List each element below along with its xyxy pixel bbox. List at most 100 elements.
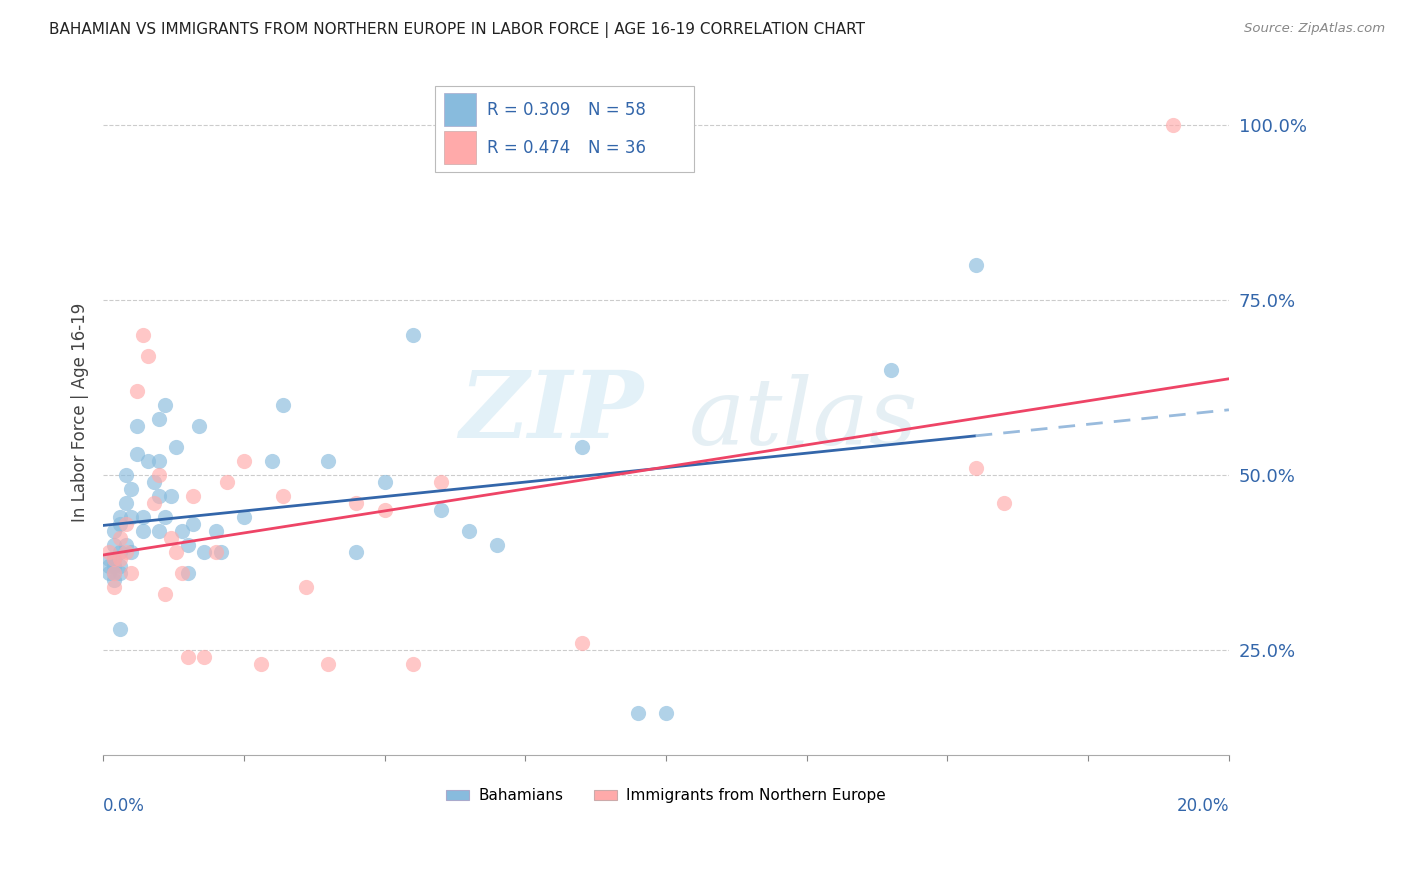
Point xyxy=(176,566,198,581)
Text: N = 36: N = 36 xyxy=(588,138,647,156)
Point xyxy=(316,657,339,672)
Point xyxy=(148,468,170,483)
Point xyxy=(136,454,159,468)
FancyBboxPatch shape xyxy=(436,86,695,171)
Point xyxy=(880,363,903,377)
Point xyxy=(249,657,271,672)
Point xyxy=(159,489,181,503)
Point xyxy=(131,327,153,342)
Point xyxy=(271,489,294,503)
Point xyxy=(402,327,425,342)
Point xyxy=(108,552,131,566)
Point xyxy=(655,706,678,721)
Point xyxy=(402,657,425,672)
Text: R = 0.309: R = 0.309 xyxy=(486,101,571,119)
Point xyxy=(97,552,120,566)
Point xyxy=(142,475,165,489)
Point xyxy=(165,440,187,454)
Point xyxy=(153,510,176,524)
Point xyxy=(120,545,142,559)
Point xyxy=(316,454,339,468)
Text: N = 58: N = 58 xyxy=(588,101,647,119)
Point xyxy=(103,559,125,574)
Text: atlas: atlas xyxy=(689,374,918,464)
Text: BAHAMIAN VS IMMIGRANTS FROM NORTHERN EUROPE IN LABOR FORCE | AGE 16-19 CORRELATI: BAHAMIAN VS IMMIGRANTS FROM NORTHERN EUR… xyxy=(49,22,865,38)
Point xyxy=(97,559,120,574)
Point xyxy=(165,545,187,559)
Point xyxy=(374,503,396,517)
Point xyxy=(114,517,136,532)
Y-axis label: In Labor Force | Age 16-19: In Labor Force | Age 16-19 xyxy=(72,302,89,522)
Point xyxy=(97,566,120,581)
Point xyxy=(120,482,142,496)
Point xyxy=(204,524,226,538)
Point xyxy=(103,524,125,538)
Point xyxy=(176,538,198,552)
Legend: Bahamians, Immigrants from Northern Europe: Bahamians, Immigrants from Northern Euro… xyxy=(440,782,891,810)
Point xyxy=(458,524,481,538)
Text: Source: ZipAtlas.com: Source: ZipAtlas.com xyxy=(1244,22,1385,36)
Point xyxy=(108,566,131,581)
Point xyxy=(114,538,136,552)
Point xyxy=(181,489,204,503)
Point xyxy=(430,503,453,517)
Point xyxy=(232,454,254,468)
Text: ZIP: ZIP xyxy=(460,367,644,457)
Point xyxy=(108,510,131,524)
Point xyxy=(993,496,1015,510)
Point xyxy=(294,580,316,594)
Point xyxy=(627,706,650,721)
Point xyxy=(209,545,232,559)
Point xyxy=(125,384,148,398)
Point xyxy=(486,538,509,552)
Point xyxy=(430,475,453,489)
Point xyxy=(108,545,131,559)
Point xyxy=(120,510,142,524)
FancyBboxPatch shape xyxy=(444,94,475,126)
Point xyxy=(193,650,215,665)
Point xyxy=(215,475,238,489)
Point xyxy=(260,454,283,468)
Point xyxy=(103,566,125,581)
Point xyxy=(131,510,153,524)
Point xyxy=(965,461,987,475)
Point xyxy=(571,636,593,650)
Point xyxy=(204,545,226,559)
Point xyxy=(103,552,125,566)
Point xyxy=(125,447,148,461)
Point xyxy=(148,412,170,426)
Point xyxy=(374,475,396,489)
Point xyxy=(148,524,170,538)
Point xyxy=(181,517,204,532)
Point xyxy=(114,545,136,559)
Point xyxy=(159,531,181,545)
Point xyxy=(1161,118,1184,132)
Point xyxy=(148,454,170,468)
Point xyxy=(153,398,176,412)
Point xyxy=(571,440,593,454)
Point xyxy=(176,650,198,665)
Point xyxy=(346,496,368,510)
Point xyxy=(170,566,193,581)
Point xyxy=(103,580,125,594)
Point xyxy=(131,524,153,538)
Point xyxy=(965,258,987,272)
Text: R = 0.474: R = 0.474 xyxy=(486,138,571,156)
Point xyxy=(103,552,125,566)
Point xyxy=(232,510,254,524)
Point xyxy=(103,573,125,587)
Point xyxy=(271,398,294,412)
Point xyxy=(108,517,131,532)
Point xyxy=(170,524,193,538)
Point xyxy=(103,538,125,552)
Point xyxy=(97,545,120,559)
Text: 0.0%: 0.0% xyxy=(103,797,145,814)
Point xyxy=(136,349,159,363)
Point xyxy=(114,496,136,510)
Point xyxy=(148,489,170,503)
Point xyxy=(103,566,125,581)
Point xyxy=(193,545,215,559)
Text: 20.0%: 20.0% xyxy=(1177,797,1229,814)
Point xyxy=(142,496,165,510)
Point xyxy=(120,566,142,581)
